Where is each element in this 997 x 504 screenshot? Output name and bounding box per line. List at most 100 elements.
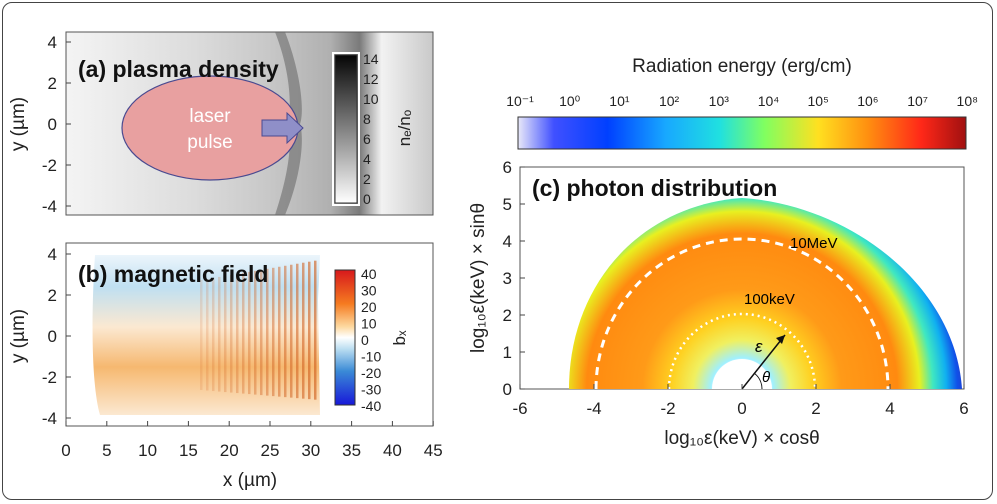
panel-a-colorbar: [334, 54, 358, 204]
panel-a-y-ticks: 4 2 0 -2 -4: [42, 33, 71, 216]
y-tick-label: 0: [48, 115, 57, 134]
y-tick-label: 3: [503, 269, 512, 288]
panel-b-x-ticks: 0 5 10 15 20 25 30 35 40 45: [61, 421, 443, 460]
colorbar-tick-label: 40: [361, 266, 377, 282]
panel-a-title: (a) plasma density: [78, 56, 279, 82]
panel-b-colorbar: [334, 269, 356, 406]
x-tick-label: 6: [959, 399, 968, 418]
colorbar-tick-label: 8: [363, 111, 371, 127]
colorbar-tick-label: 2: [363, 171, 371, 187]
x-tick-label: 40: [383, 441, 402, 460]
panel-c: Radiation energy (erg/cm) 10⁻¹ 10⁰ 10¹ 10² 1…: [468, 56, 978, 449]
field-stripe: [254, 270, 257, 395]
x-tick-label: -6: [512, 399, 527, 418]
colorbar-tick-label: 10³: [709, 93, 730, 109]
panel-b: (b) magnetic field 403020100-10-20-30-40…: [8, 242, 443, 491]
field-stripe: [278, 266, 281, 397]
contour-10MeV: [594, 237, 890, 390]
y-tick-label: 4: [48, 245, 57, 264]
panel-c-colorbar-title: Radiation energy (erg/cm): [632, 56, 852, 77]
theta-arc: [753, 372, 763, 390]
colorbar-tick-label: 10⁶: [857, 93, 878, 109]
colorbar-tick-label: -20: [361, 365, 381, 381]
laser-pulse-label-2: pulse: [187, 132, 232, 153]
panel-b-y-ticks: 4 2 0 -2 -4: [42, 245, 71, 428]
y-tick-label: -2: [42, 156, 57, 175]
x-tick-label: -2: [660, 399, 675, 418]
colorbar-tick-label: 10⁸: [957, 93, 979, 109]
panel-a-colorbar-label: nₑ/nₒ: [395, 110, 414, 146]
field-stripe: [296, 263, 299, 399]
field-stripe: [200, 280, 203, 390]
panel-b-xlabel: x (µm): [223, 470, 277, 491]
x-tick-label: 15: [179, 441, 198, 460]
colorbar-tick-label: -10: [361, 349, 381, 365]
photon-core-hole: [712, 359, 772, 389]
colorbar-tick-label: 14: [363, 51, 379, 67]
colorbar-tick-label: 0: [361, 332, 369, 348]
y-tick-label: -4: [42, 409, 57, 428]
colorbar-tick-label: 10¹: [609, 93, 630, 109]
colorbar-tick-label: -30: [361, 382, 381, 398]
x-tick-label: -4: [586, 399, 601, 418]
colorbar-tick-label: 10⁵: [808, 93, 829, 109]
field-stripe: [248, 271, 251, 395]
field-stripe: [272, 267, 275, 397]
field-stripe: [266, 268, 269, 396]
panel-c-y-ticks: 6 5 4 3 2 1 0: [503, 158, 525, 399]
panel-b-title: (b) magnetic field: [78, 261, 268, 287]
field-stripe: [224, 275, 227, 393]
colorbar-tick-label: 10⁷: [907, 93, 928, 109]
epsilon-arrow-head: [776, 335, 785, 344]
x-tick-label: 25: [261, 441, 280, 460]
x-tick-label: 45: [424, 441, 443, 460]
panel-b-colorbar-label: bₓ: [390, 330, 409, 345]
y-tick-label: 4: [503, 232, 512, 251]
panel-b-ylabel: y (µm): [8, 309, 29, 363]
panel-a-ylabel: y (µm): [8, 97, 29, 151]
colorbar-tick-label: 10⁻¹: [506, 93, 534, 109]
y-tick-label: 0: [48, 327, 57, 346]
y-tick-label: 2: [48, 286, 57, 305]
x-tick-label: 30: [301, 441, 320, 460]
field-stripe: [212, 277, 215, 392]
x-tick-label: 35: [342, 441, 361, 460]
colorbar-tick-label: 10: [361, 316, 377, 332]
colorbar-tick-label: 10⁰: [559, 93, 581, 109]
colorbar-tick-label: 10⁴: [758, 93, 780, 109]
field-stripe: [290, 264, 293, 398]
x-tick-label: 0: [737, 399, 746, 418]
y-tick-label: -2: [42, 368, 57, 387]
panel-b-field-region: [92, 255, 320, 415]
field-stripe: [242, 272, 245, 394]
panel-c-ylabel: log₁₀ε(keV) × sinθ: [468, 203, 489, 353]
photon-distribution-area: [569, 198, 962, 389]
colorbar-tick-label: 20: [361, 299, 377, 315]
panel-c-colorbar-ticks: 10⁻¹ 10⁰ 10¹ 10² 10³ 10⁴ 10⁵ 10⁶ 10⁷ 10⁸: [506, 93, 978, 109]
field-stripe: [314, 260, 317, 400]
x-tick-label: 10: [138, 441, 157, 460]
colorbar-tick-label: 6: [363, 131, 371, 147]
x-tick-label: 5: [102, 441, 111, 460]
panel-c-x-ticks: -6 -4 -2 0 2 4 6: [512, 384, 969, 418]
x-tick-label: 20: [220, 441, 239, 460]
y-tick-label: 5: [503, 195, 512, 214]
panel-a-colorbar-ticks: 14 12 10 8 6 4 2 0: [363, 51, 379, 207]
field-stripe: [218, 276, 221, 392]
panel-c-xlabel: log₁₀ε(keV) × cosθ: [664, 428, 819, 449]
field-stripe: [308, 261, 311, 400]
colorbar-tick-label: 10²: [659, 93, 680, 109]
x-tick-label: 2: [811, 399, 820, 418]
y-tick-label: 2: [48, 74, 57, 93]
label-theta: θ: [762, 369, 770, 386]
label-epsilon: ε: [755, 337, 763, 356]
colorbar-tick-label: 4: [363, 151, 371, 167]
field-stripe: [236, 273, 239, 394]
y-tick-label: 2: [503, 306, 512, 325]
y-tick-label: 6: [503, 158, 512, 177]
laser-pulse-label-1: laser: [189, 106, 231, 127]
field-stripe: [302, 262, 305, 399]
x-tick-label: 0: [61, 441, 70, 460]
